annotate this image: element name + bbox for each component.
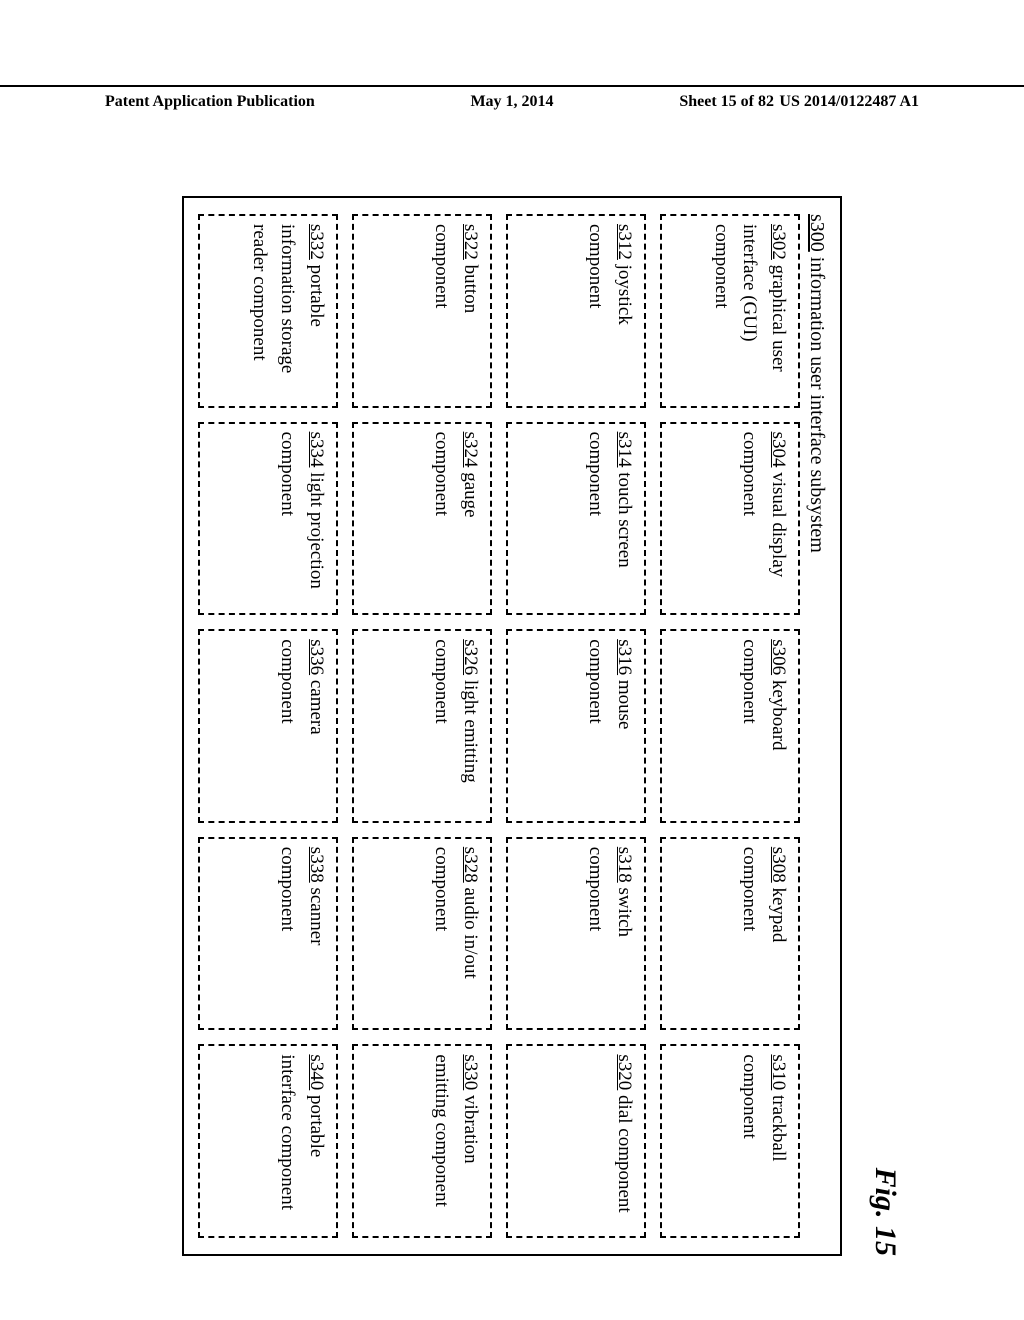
component-cell: s326 light emitting component [352, 629, 492, 823]
figure-label: Fig. 15 [868, 1168, 902, 1256]
component-cell: s340 portable interface component [198, 1044, 338, 1238]
component-cell: s324 gauge component [352, 422, 492, 616]
component-ref: s318 [614, 847, 635, 883]
header-publication: Patent Application Publication [105, 93, 315, 111]
component-cell: s310 trackball component [660, 1044, 800, 1238]
component-cell: s320 dial component [506, 1044, 646, 1238]
component-ref: s332 [306, 224, 327, 260]
component-ref: s304 [768, 432, 789, 468]
component-ref: s306 [768, 639, 789, 675]
component-ref: s320 [614, 1054, 635, 1090]
component-cell: s318 switch component [506, 837, 646, 1031]
component-grid: s302 graphical user interface (GUI) comp… [198, 214, 800, 1238]
component-ref: s322 [460, 224, 481, 260]
component-ref: s302 [768, 224, 789, 260]
header-date: May 1, 2014 [470, 93, 553, 111]
component-cell: s316 mouse component [506, 629, 646, 823]
component-ref: s326 [460, 639, 481, 675]
component-ref: s336 [306, 639, 327, 675]
component-cell: s330 vibration emitting component [352, 1044, 492, 1238]
component-ref: s314 [614, 432, 635, 468]
component-ref: s312 [614, 224, 635, 260]
component-ref: s334 [306, 432, 327, 468]
page-header: Patent Application Publication May 1, 20… [0, 85, 1024, 93]
component-cell: s338 scanner component [198, 837, 338, 1031]
component-cell: s302 graphical user interface (GUI) comp… [660, 214, 800, 408]
subsystem-title: s300 information user interface subsyste… [806, 214, 828, 1238]
component-cell: s308 keypad component [660, 837, 800, 1031]
subsystem-label: information user interface subsystem [806, 252, 828, 553]
component-cell: s322 button component [352, 214, 492, 408]
header-pubno: US 2014/0122487 A1 [779, 93, 919, 111]
component-label: dial component [614, 1090, 635, 1212]
component-cell: s328 audio in/out component [352, 837, 492, 1031]
figure-container: Fig. 15 s300 information user interface … [182, 196, 842, 1256]
component-cell: s312 joystick component [506, 214, 646, 408]
component-ref: s308 [768, 847, 789, 883]
component-cell: s304 visual display component [660, 422, 800, 616]
component-cell: s336 camera component [198, 629, 338, 823]
component-ref: s340 [306, 1054, 327, 1090]
subsystem-box: s300 information user interface subsyste… [182, 196, 842, 1256]
component-ref: s310 [768, 1054, 789, 1090]
component-ref: s330 [460, 1054, 481, 1090]
component-ref: s324 [460, 432, 481, 468]
component-cell: s306 keyboard component [660, 629, 800, 823]
component-cell: s334 light projection component [198, 422, 338, 616]
component-cell: s332 portable information storage reader… [198, 214, 338, 408]
component-ref: s338 [306, 847, 327, 883]
component-cell: s314 touch screen component [506, 422, 646, 616]
header-sheet: Sheet 15 of 82 [679, 93, 774, 111]
subsystem-ref: s300 [806, 214, 828, 252]
component-ref: s316 [614, 639, 635, 675]
component-ref: s328 [460, 847, 481, 883]
